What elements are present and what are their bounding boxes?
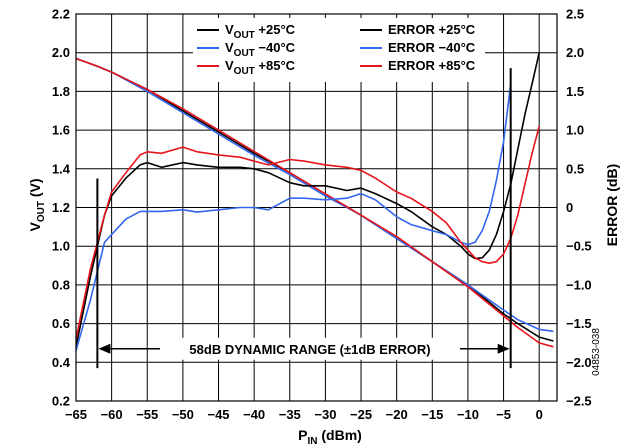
right-axis-ticks: −2.5 −2.0 −1.5 −1.0 −0.5 0 0.5 1.0 1.5 2.0 2.5 [566, 7, 592, 409]
y-tick-label: 0.6 [52, 316, 70, 331]
legend-label: VOUT +85°C [225, 58, 296, 77]
x-tick-label: −15 [421, 407, 443, 422]
y-tick-label: 1.6 [52, 123, 70, 138]
y2-tick-label: −2.0 [566, 355, 592, 370]
y2-tick-label: 2.0 [566, 45, 584, 60]
figure-id: 04853-038 [591, 328, 602, 376]
x-tick-label: 0 [536, 407, 543, 422]
x-tick-label: −25 [350, 407, 372, 422]
legend-label: ERROR +85°C [388, 58, 476, 73]
legend-label: ERROR +25°C [388, 22, 476, 37]
x-tick-label: −65 [65, 407, 87, 422]
series-line-err_85 [75, 125, 540, 340]
y-tick-label: 2.0 [52, 45, 70, 60]
y-tick-label: 0.4 [52, 355, 71, 370]
x-tick-label: −20 [386, 407, 408, 422]
x-tick-label: −45 [207, 407, 229, 422]
y-tick-label: 1.2 [52, 200, 70, 215]
range-markers [96, 68, 512, 369]
legend-label: ERROR −40°C [388, 40, 476, 55]
y2-tick-label: 1.5 [566, 84, 584, 99]
x-axis-label: PIN (dBm) [298, 427, 362, 447]
legend-label: VOUT −40°C [225, 40, 296, 59]
annotation-arrowhead-left [98, 343, 111, 354]
y2-tick-label: 2.5 [566, 7, 584, 22]
y2-tick-label: −0.5 [566, 239, 592, 254]
y2-tick-label: −1.5 [566, 316, 592, 331]
annotation-text: 58dB DYNAMIC RANGE (±1dB ERROR) [189, 342, 430, 357]
legend: VOUT +25°C ERROR +25°C VOUT −40°C ERROR −40… [193, 18, 485, 82]
y-tick-label: 1.0 [52, 239, 70, 254]
y-tick-label: 2.2 [52, 7, 70, 22]
y2-tick-label: 0.5 [566, 161, 584, 176]
x-tick-label: −5 [496, 407, 511, 422]
legend-label: VOUT +25°C [225, 22, 296, 41]
y-tick-label: 0.2 [52, 394, 70, 409]
annotation-background [160, 337, 460, 360]
x-tick-label: −35 [279, 407, 301, 422]
series-line-vout_85 [75, 57, 554, 348]
series-line-vout_m40 [75, 57, 554, 333]
y-tick-label: 1.4 [52, 161, 71, 176]
series-line-err_m40 [75, 83, 512, 351]
dynamic-range-annotation: 58dB DYNAMIC RANGE (±1dB ERROR) [98, 337, 510, 360]
y2-tick-label: 1.0 [566, 123, 584, 138]
x-tick-label: −55 [136, 407, 158, 422]
x-tick-label: −10 [457, 407, 479, 422]
bottom-axis-ticks: −65 −60 −55 −50 −45 −40 −35 −30 −25 −20 −15 −10 −5 0 [65, 407, 543, 422]
left-axis-ticks: 0.2 0.4 0.6 0.8 1.0 1.2 1.4 1.6 1.8 2.0 2.2 [52, 7, 71, 409]
y2-tick-label: −1.0 [566, 277, 592, 292]
y2-tick-label: 0 [566, 200, 573, 215]
y-tick-label: 1.8 [52, 84, 70, 99]
annotation-arrowhead-right [497, 343, 510, 354]
y-axis-label: VOUT (V) [27, 178, 47, 231]
series-line-err_25 [75, 52, 540, 347]
x-tick-label: −50 [172, 407, 194, 422]
plot-frame [75, 13, 558, 402]
x-tick-label: −40 [243, 407, 265, 422]
x-tick-label: −30 [314, 407, 336, 422]
legend-background [193, 18, 485, 82]
x-tick-label: −60 [101, 407, 123, 422]
y2-axis-label: ERROR (dB) [604, 164, 620, 246]
series-group [75, 52, 554, 351]
y2-tick-label: −2.5 [566, 394, 592, 409]
y-tick-label: 0.8 [52, 277, 70, 292]
